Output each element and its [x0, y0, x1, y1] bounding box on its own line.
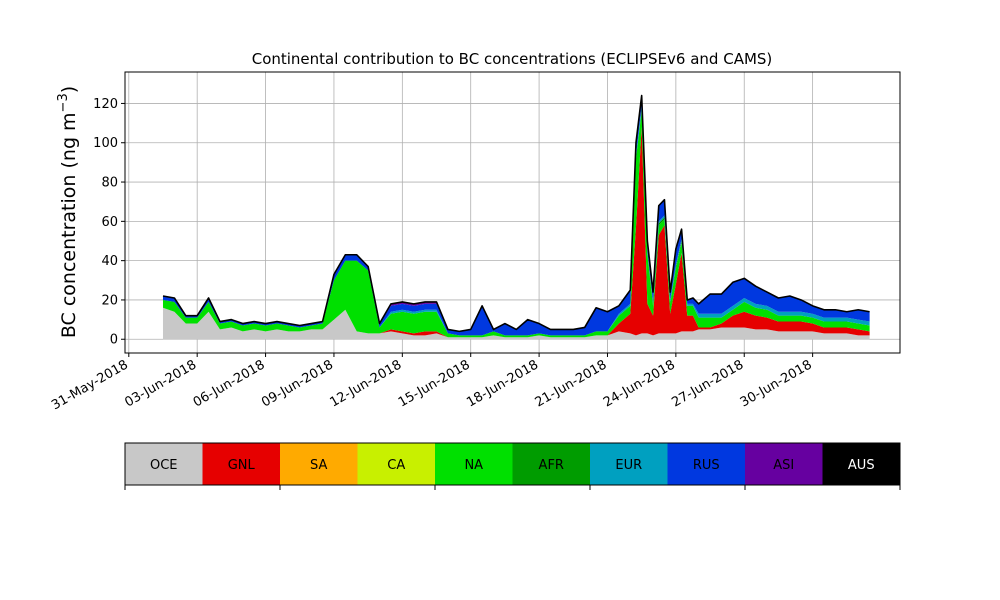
legend-label-na: NA [464, 458, 483, 473]
legend-swatch-aus [822, 443, 900, 485]
color-legend: OCE GNL SA CA NA AFR EUR RUS ASI AUS [124, 442, 901, 490]
legend-swatch-ca [357, 443, 435, 485]
legend-swatch-oce [125, 443, 203, 485]
legend-swatch-rus [667, 443, 745, 485]
y-tick-label: 120 [93, 97, 118, 112]
y-tick-label: 60 [101, 215, 118, 230]
legend-label-asi: ASI [773, 458, 794, 473]
y-tick-label: 40 [101, 254, 118, 269]
legend-label-afr: AFR [539, 458, 564, 473]
legend-label-gnl: GNL [228, 458, 256, 473]
legend-swatch-na [435, 443, 513, 485]
legend-label-rus: RUS [693, 458, 720, 473]
legend-frame [124, 442, 901, 486]
legend-label-sa: SA [310, 458, 327, 473]
legend-label-aus: AUS [848, 458, 875, 473]
axes [121, 71, 901, 357]
legend-swatch-gnl [202, 443, 280, 485]
y-tick-label: 20 [101, 293, 118, 308]
y-tick-label: 80 [101, 176, 118, 191]
area-eur [162, 105, 870, 336]
y-axis-label: BC concentration (ng m−3) [56, 86, 80, 338]
area-rus [162, 95, 870, 336]
series-areas [162, 94, 870, 340]
legend-label-oce: OCE [150, 458, 178, 473]
chart-title: Continental contribution to BC concentra… [252, 50, 773, 68]
plot-frame [124, 71, 901, 354]
legend-label-eur: EUR [615, 458, 642, 473]
legend-label-ca: CA [387, 458, 405, 473]
legend-swatch-sa [280, 443, 358, 485]
y-tick-label: 0 [110, 333, 118, 348]
area-na [162, 111, 870, 338]
legend-swatch-afr [512, 443, 590, 485]
legend-swatch-eur [590, 443, 668, 485]
total-outline [162, 94, 870, 333]
y-tick-label: 100 [93, 136, 118, 151]
legend-swatch-asi [745, 443, 823, 485]
